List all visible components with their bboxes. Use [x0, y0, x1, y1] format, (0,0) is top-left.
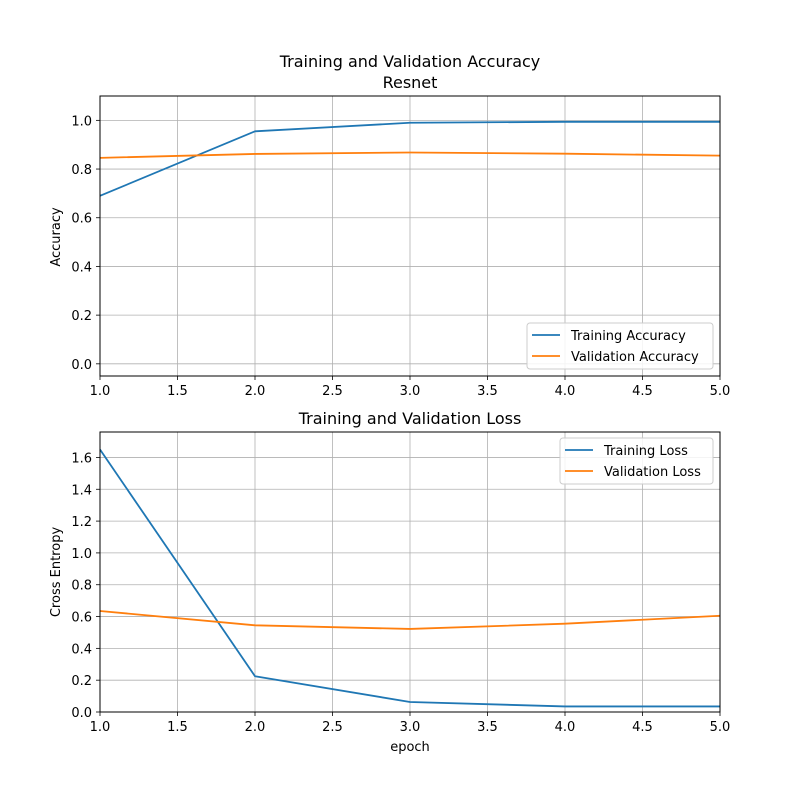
loss-y-tick-label: 1.4 [71, 483, 92, 498]
loss-plot-area: 1.0 1.5 2.0 2.5 3.0 3.5 4.0 4.5 5.0 0.0 0.2 0.4 0.6 0… [71, 431, 731, 735]
accuracy-legend: Training Accuracy Validation Accuracy [526, 322, 714, 370]
loss-x-tick-label: 3.5 [477, 720, 498, 735]
loss-x-tick-label: 2.5 [322, 720, 343, 735]
loss-legend-label: Training Loss [603, 444, 688, 459]
loss-x-tick-label: 4.5 [632, 720, 653, 735]
accuracy-legend-box [526, 322, 714, 370]
accuracy-axes-frame [99, 95, 721, 377]
accuracy-x-tick-label: 3.5 [477, 384, 498, 399]
loss-x-tick-label: 1.5 [167, 720, 188, 735]
accuracy-x-tick-label: 4.5 [632, 384, 653, 399]
loss-y-tick-label: 0.2 [71, 674, 92, 689]
loss-x-tick-label: 4.0 [555, 720, 576, 735]
loss-axes-frame [99, 431, 721, 713]
loss-y-tick-label: 0.0 [71, 706, 92, 721]
accuracy-series-line-validation [99, 151, 721, 159]
accuracy-legend-label: Training Accuracy [570, 329, 686, 344]
loss-y-tick-label: 0.4 [71, 642, 92, 657]
accuracy-y-tick-label: 0.8 [71, 163, 92, 178]
accuracy-chart-title-line-2: Resnet [383, 73, 438, 92]
loss-legend-label: Validation Loss [604, 465, 701, 480]
loss-x-tick-label: 1.0 [90, 720, 111, 735]
accuracy-series-line-training [99, 120, 720, 197]
accuracy-y-axis-label: Accuracy [49, 207, 64, 267]
accuracy-x-tick-label: 1.0 [90, 384, 111, 399]
loss-y-tick-label: 1.2 [71, 515, 92, 530]
loss-x-tick-label: 3.0 [400, 720, 421, 735]
accuracy-x-tick-label: 1.5 [167, 384, 188, 399]
accuracy-legend-label: Validation Accuracy [571, 350, 699, 365]
loss-y-tick-label: 0.8 [71, 579, 92, 594]
loss-series-line-validation [99, 610, 721, 630]
loss-chart: Training and Validation Loss 1.0 1.5 2.0 2.… [49, 409, 730, 755]
loss-y-tick-label: 1.6 [71, 451, 92, 466]
accuracy-y-tick-label: 1.0 [71, 114, 92, 129]
accuracy-y-tick-label: 0.4 [71, 260, 92, 275]
accuracy-plot-area: 1.0 1.5 2.0 2.5 3.0 3.5 4.0 4.5 5.0 0.0 0.2 0.4 0.6 0… [71, 95, 731, 399]
loss-series-line-training [99, 448, 720, 708]
loss-legend-box [559, 437, 714, 485]
accuracy-x-tick-label: 2.5 [322, 384, 343, 399]
accuracy-y-tick-label: 0.0 [71, 358, 92, 373]
loss-y-axis-label: Cross Entropy [49, 527, 64, 618]
loss-legend: Training Loss Validation Loss [559, 437, 714, 485]
loss-chart-title: Training and Validation Loss [298, 409, 522, 428]
accuracy-chart-title-line-1: Training and Validation Accuracy [279, 52, 541, 71]
loss-x-tick-label: 2.0 [245, 720, 266, 735]
accuracy-y-tick-label: 0.6 [71, 212, 92, 227]
loss-x-axis-label: epoch [390, 740, 430, 755]
accuracy-y-tick-label: 0.2 [71, 309, 92, 324]
loss-y-tick-label: 0.6 [71, 611, 92, 626]
accuracy-x-tick-label: 4.0 [555, 384, 576, 399]
accuracy-x-tick-label: 5.0 [710, 384, 731, 399]
loss-x-tick-label: 5.0 [710, 720, 731, 735]
accuracy-x-tick-label: 2.0 [245, 384, 266, 399]
accuracy-chart: Training and Validation Accuracy Resnet … [49, 52, 730, 399]
accuracy-x-tick-label: 3.0 [400, 384, 421, 399]
loss-y-tick-label: 1.0 [71, 547, 92, 562]
